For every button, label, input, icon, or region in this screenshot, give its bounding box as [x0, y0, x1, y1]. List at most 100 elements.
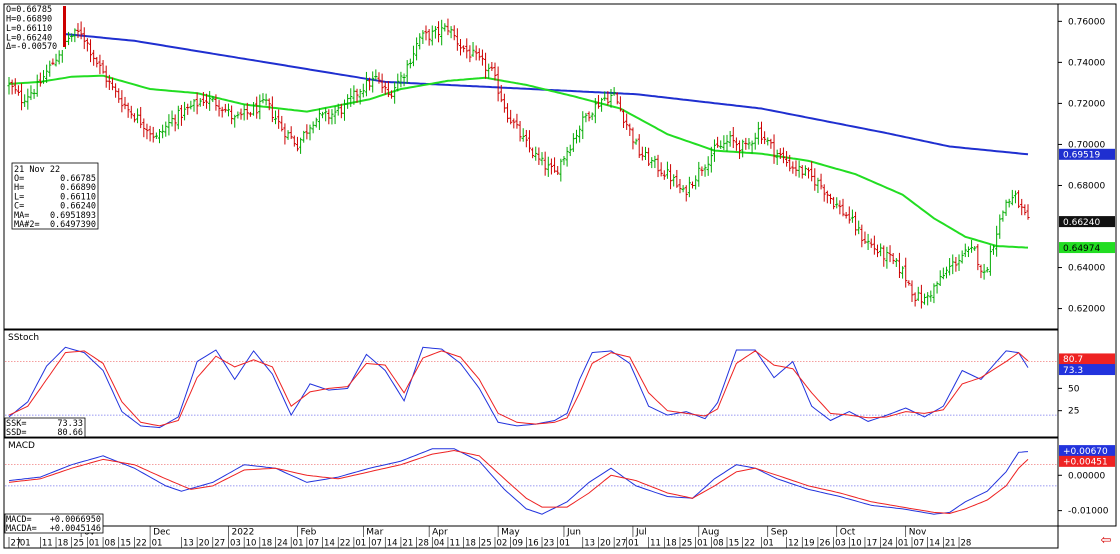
- price-panel[interactable]: [3, 3, 1059, 330]
- price-tag-ma_short: 0.64974: [1063, 244, 1100, 254]
- price-bar: [270, 96, 274, 123]
- price-bar: [480, 49, 485, 66]
- y-tick-label: 0.72000: [1068, 99, 1105, 109]
- price-bar: [57, 50, 61, 65]
- price-bar: [446, 18, 450, 36]
- price-bar: [424, 25, 428, 41]
- x-tick-label: 15: [729, 539, 740, 549]
- price-bar: [985, 266, 989, 273]
- price-bar: [233, 114, 237, 128]
- price-bar: [493, 62, 497, 81]
- x-tick-label: 17: [866, 539, 877, 549]
- price-bar: [850, 209, 855, 223]
- x-tick-label: 25: [681, 539, 692, 549]
- macd-readout-value: +0.0066950: [50, 515, 101, 525]
- price-bar: [778, 148, 782, 159]
- price-bar: [672, 174, 676, 187]
- price-bar: [615, 92, 619, 105]
- y-tick-label: 0.00000: [1068, 471, 1105, 481]
- price-bar: [800, 165, 804, 179]
- macd-panel[interactable]: [3, 437, 1059, 527]
- price-bar: [449, 26, 453, 39]
- price-bar: [396, 73, 400, 92]
- price-bar: [289, 126, 293, 140]
- x-tick-label: 01: [898, 539, 909, 549]
- x-tick-label: 24: [882, 539, 893, 549]
- price-bar: [204, 93, 209, 109]
- x-tick-label: 01: [89, 539, 100, 549]
- price-bar: [697, 161, 701, 187]
- stoch-line-ssd: [8, 350, 1029, 427]
- x-tick-label: 02: [496, 539, 507, 549]
- x-tick-label: 07: [913, 539, 924, 549]
- price-bar: [164, 121, 168, 137]
- price-bar: [531, 147, 535, 159]
- price-bar: [142, 118, 146, 138]
- x-tick-label: 25: [481, 539, 492, 549]
- price-bar: [179, 104, 184, 126]
- price-bar: [882, 245, 886, 267]
- price-bar: [295, 136, 300, 152]
- x-tick-label: 14: [324, 539, 335, 549]
- price-axis[interactable]: [1057, 3, 1117, 527]
- price-bar: [342, 99, 347, 121]
- header-delta: Δ=-0.00570: [6, 42, 57, 52]
- price-bar: [255, 96, 259, 119]
- price-bar: [487, 63, 491, 79]
- price-bar: [286, 130, 290, 140]
- price-bar: [92, 49, 96, 66]
- price-bar: [954, 257, 958, 272]
- x-tick-label: 27: [214, 539, 225, 549]
- x-month-label: Mar: [366, 528, 383, 538]
- macd-readouts: MACD= +0.0066950 MACDA= +0.0045146: [4, 513, 104, 534]
- price-tag-ma_long: 0.69519: [1063, 151, 1100, 161]
- price-bar: [941, 267, 945, 280]
- price-bar: [546, 156, 550, 177]
- price-bar: [687, 176, 691, 198]
- price-bar: [922, 293, 927, 305]
- price-bar: [167, 114, 171, 136]
- price-bar: [618, 96, 622, 112]
- price-bar: [665, 161, 670, 179]
- price-bar: [129, 105, 133, 119]
- price-bar: [364, 71, 369, 97]
- price-bar: [35, 74, 39, 97]
- price-bar: [399, 71, 403, 88]
- price-bar: [248, 111, 253, 117]
- info-value: 0.66110: [60, 192, 96, 202]
- price-bar: [700, 166, 704, 176]
- price-bar: [634, 138, 638, 145]
- price-bar: [772, 134, 776, 164]
- price-bar: [324, 107, 328, 122]
- stoch-tag-k-bg: [1059, 364, 1115, 376]
- info-box: 21 Nov 22 O= 0.66785 H= 0.66890 L= 0.66110 C= 0…: [11, 162, 99, 230]
- price-bar: [38, 72, 42, 87]
- price-bar: [590, 112, 594, 121]
- price-bar: [938, 270, 942, 287]
- time-axis[interactable]: [3, 525, 1059, 549]
- price-bar: [759, 121, 764, 144]
- price-bar: [982, 263, 986, 280]
- price-bar: [361, 83, 365, 98]
- info-value: 0.66785: [60, 174, 96, 184]
- price-bar: [568, 144, 572, 157]
- price-bar: [725, 134, 729, 152]
- price-bar: [1007, 198, 1011, 208]
- price-bar: [578, 125, 582, 143]
- back-arrow-icon[interactable]: ⇦: [1100, 533, 1112, 548]
- price-bar: [973, 246, 977, 251]
- price-bar: [474, 45, 478, 61]
- stoch-panel[interactable]: [3, 329, 1059, 438]
- x-tick-label: 08: [105, 539, 116, 549]
- price-bar: [891, 253, 895, 265]
- price-bar: [245, 102, 249, 120]
- macd-tag-signal: +0.00451: [1063, 458, 1108, 468]
- info-value: 0.6497390: [50, 220, 96, 230]
- price-bar: [603, 91, 607, 101]
- price-bar: [963, 243, 967, 258]
- price-bar: [280, 115, 284, 132]
- x-tick-label: 28: [418, 539, 429, 549]
- header-open: O=0.66785: [6, 5, 52, 15]
- stoch-tag-k: 73.3: [1063, 366, 1083, 376]
- price-bar: [690, 181, 695, 189]
